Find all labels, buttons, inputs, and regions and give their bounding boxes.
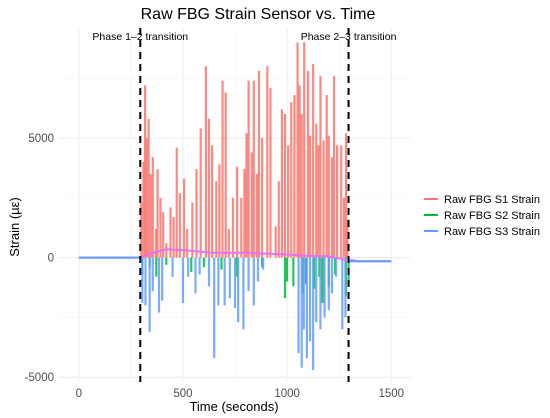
legend: Raw FBG S1 Strain Raw FBG S2 Strain Raw FB…: [424, 194, 540, 238]
series-3: [141, 257, 347, 371]
y-tick-label-3: 5000: [28, 133, 54, 145]
y-tick-label-2: 0: [48, 253, 54, 265]
vline-layer: Phase 1–2 transition Phase 2–3 transition: [92, 28, 397, 382]
series-layer: [78, 42, 392, 371]
baseline-flat: [78, 256, 392, 263]
y-tick-label-1: -5000: [25, 372, 54, 384]
legend-label-1: Raw FBG S1 Strain: [444, 194, 540, 206]
x-axis-title: Time (seconds): [189, 399, 278, 414]
phase-transition-label-2: Phase 2–3 transition: [301, 31, 397, 43]
x-tick-label-1: 0: [76, 388, 82, 400]
axis-layer: 0 500 1000 1500 -5000 0 5000: [25, 133, 404, 400]
legend-label-2: Raw FBG S2 Strain: [444, 210, 540, 222]
phase-transition-label-1: Phase 1–2 transition: [92, 31, 188, 43]
series-1: [140, 42, 349, 258]
chart-title: Raw FBG Strain Sensor vs. Time: [141, 6, 376, 23]
grid: [58, 28, 410, 382]
x-tick-label-4: 1500: [378, 388, 404, 400]
legend-label-3: Raw FBG S3 Strain: [444, 226, 540, 238]
x-tick-label-3: 1000: [274, 388, 300, 400]
x-tick-label-2: 500: [173, 388, 192, 400]
y-axis-title: Strain (µε): [7, 197, 22, 257]
